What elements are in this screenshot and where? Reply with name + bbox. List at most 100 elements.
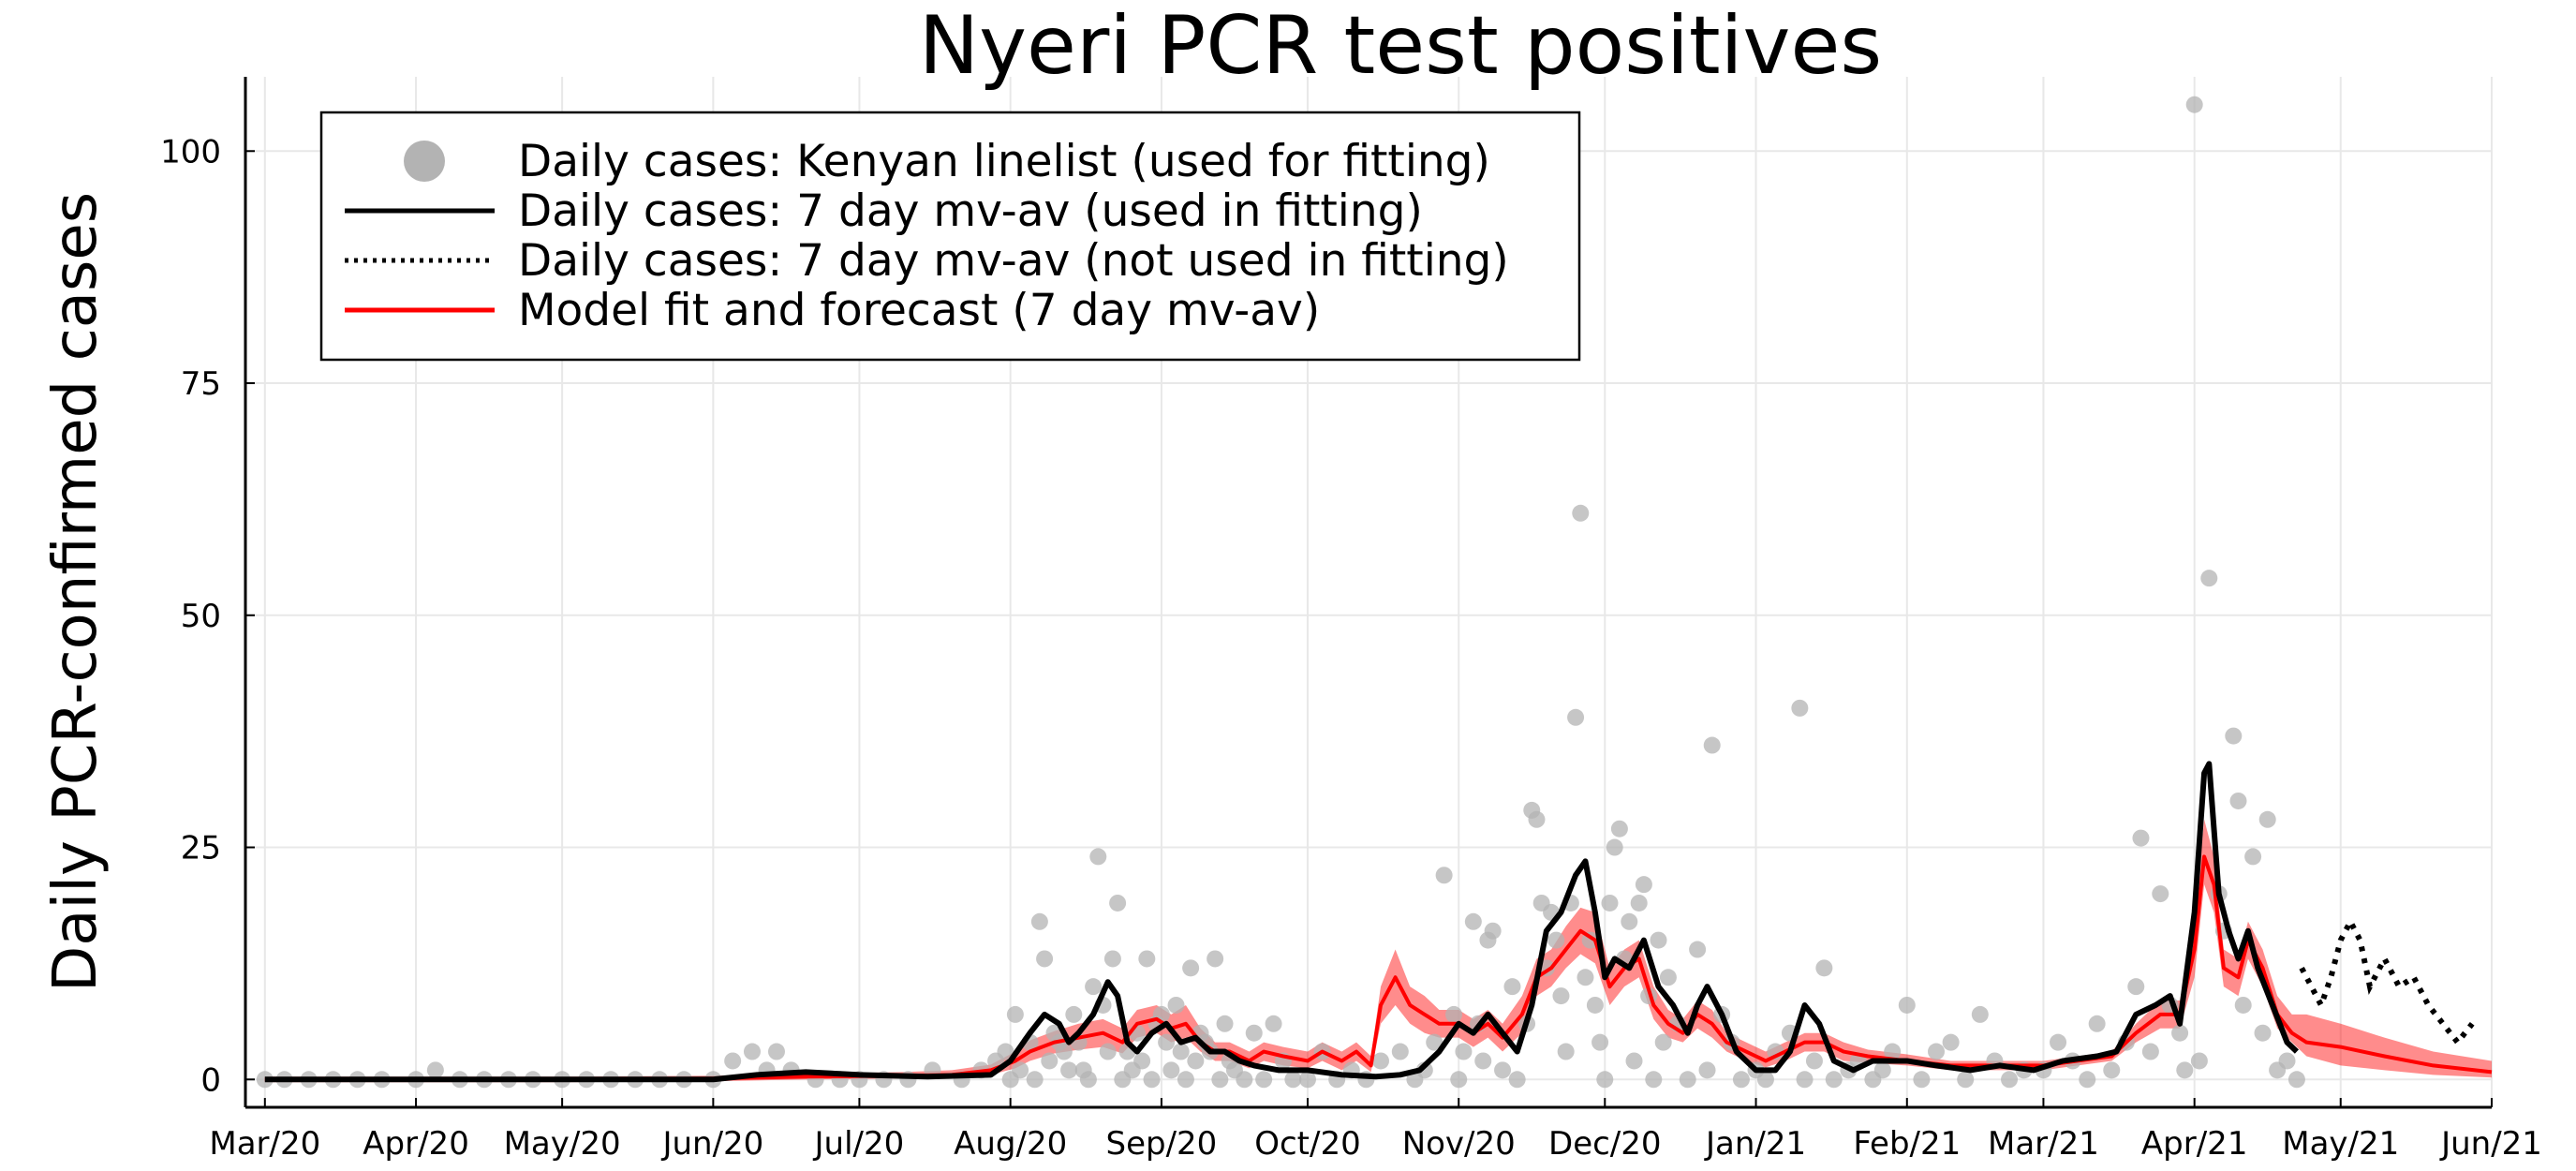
x-tick-label: Nov/20 xyxy=(1402,1125,1516,1163)
scatter-point xyxy=(1825,1071,1843,1089)
line-layer xyxy=(264,761,2493,1083)
scatter-point xyxy=(426,1061,444,1079)
x-tick-label: Feb/21 xyxy=(1853,1125,1961,1163)
tick-labels: Mar/20 Apr/20 May/20 Jun/20 Jul/20 Aug/20 Sep/… xyxy=(160,133,2542,1163)
scatter-point xyxy=(1971,1005,1989,1023)
scatter-point xyxy=(1645,1071,1663,1089)
scatter-point xyxy=(2176,1061,2194,1079)
model-band-layer xyxy=(264,819,2493,1083)
y-tick-label: 50 xyxy=(181,598,221,635)
legend-box xyxy=(319,111,1581,362)
scatter-point xyxy=(1635,876,1652,894)
y-tick-label: 0 xyxy=(200,1061,221,1099)
scatter-point xyxy=(1494,1061,1512,1079)
scatter-point xyxy=(1884,1043,1902,1060)
scatter-point xyxy=(1055,1043,1073,1060)
scatter-point xyxy=(1732,1071,1750,1089)
legend-label: Model fit and forecast (7 day mv-av) xyxy=(518,285,1320,336)
scatter-point xyxy=(2200,570,2218,587)
scatter-point xyxy=(2171,1024,2189,1042)
scatter-point xyxy=(2258,810,2276,828)
scatter-point xyxy=(2079,1071,2096,1089)
scatter-point xyxy=(1284,1071,1302,1089)
scatter-point xyxy=(1103,950,1121,968)
scatter-point xyxy=(1085,978,1103,996)
scatter-point xyxy=(1654,1033,1672,1051)
scatter-point xyxy=(1591,1033,1609,1051)
scatter-point xyxy=(2127,978,2145,996)
scatter-point xyxy=(1372,1052,1390,1070)
y-axis-label: Daily PCR-confirmed cases xyxy=(41,192,111,992)
scatter-point xyxy=(1689,941,1707,958)
scatter-point xyxy=(1557,1043,1575,1060)
scatter-point xyxy=(2103,1061,2121,1079)
x-tick-label: Apr/20 xyxy=(363,1125,469,1163)
legend-label: Daily cases: Kenyan linelist (used for f… xyxy=(518,136,1490,187)
scatter-point xyxy=(1143,1071,1161,1089)
scatter-point xyxy=(1756,1071,1774,1089)
scatter-point xyxy=(1913,1071,1931,1089)
legend-label: Daily cases: 7 day mv-av (not used in fi… xyxy=(518,235,1509,287)
scatter-point xyxy=(1791,699,1809,717)
scatter-point xyxy=(1625,1052,1643,1070)
scatter-point xyxy=(2287,1071,2305,1089)
scatter-point xyxy=(1298,1071,1316,1089)
scatter-point xyxy=(1596,1071,1614,1089)
scatter-point xyxy=(1873,1061,1891,1079)
x-tick-label: Jan/21 xyxy=(1704,1125,1806,1163)
y-tick-label: 100 xyxy=(160,133,221,170)
scatter-point xyxy=(1079,1071,1097,1089)
scatter-point xyxy=(1089,848,1107,866)
scatter-point xyxy=(2234,996,2252,1014)
legend-swatch-scatter xyxy=(404,141,445,182)
scatter-point xyxy=(1650,931,1667,949)
scatter-point xyxy=(1572,504,1590,522)
scatter-point xyxy=(1659,969,1677,986)
scatter-point xyxy=(1957,1071,1975,1089)
scatter-point xyxy=(1133,1052,1151,1070)
x-tick-label: Mar/21 xyxy=(1988,1125,2099,1163)
scatter-point xyxy=(1508,1071,1526,1089)
scatter-point xyxy=(2050,1033,2067,1051)
x-tick-label: Aug/20 xyxy=(954,1125,1067,1163)
scatter-point xyxy=(997,1043,1014,1060)
scatter-point xyxy=(1464,912,1482,930)
y-tick-label: 25 xyxy=(181,830,221,867)
scatter-point xyxy=(1245,1024,1263,1042)
scatter-point xyxy=(1942,1033,1960,1051)
scatter-point xyxy=(724,1052,742,1070)
scatter-point xyxy=(1207,950,1224,968)
scatter-point xyxy=(1158,1033,1176,1051)
scatter-point xyxy=(1265,1015,1282,1032)
x-tick-label: May/20 xyxy=(504,1125,621,1163)
x-tick-label: Oct/20 xyxy=(1254,1125,1361,1163)
scatter-point xyxy=(1435,867,1453,884)
scatter-point xyxy=(1450,1071,1468,1089)
scatter-point xyxy=(1187,1052,1205,1070)
scatter-point xyxy=(1216,1015,1234,1032)
scatter-point xyxy=(2185,96,2203,113)
mvav-fitting-line xyxy=(264,761,2299,1083)
scatter-point xyxy=(2229,792,2247,809)
scatter-point xyxy=(1547,931,1565,949)
scatter-point xyxy=(2190,1052,2208,1070)
scatter-point xyxy=(767,1043,785,1060)
scatter-point xyxy=(1898,996,1916,1014)
x-tick-label: May/21 xyxy=(2282,1125,2399,1163)
scatter-point xyxy=(2254,1024,2272,1042)
scatter-point xyxy=(1621,912,1638,930)
scatter-point xyxy=(1552,987,1570,1005)
scatter-point xyxy=(2278,1052,2296,1070)
scatter-point xyxy=(1630,894,1648,912)
mvav-not-fitting-line xyxy=(2299,915,2475,1047)
scatter-point xyxy=(1445,1005,1463,1023)
scatter-point xyxy=(1455,1043,1473,1060)
scatter-point xyxy=(1177,1071,1194,1089)
scatter-point xyxy=(1703,736,1721,754)
axes xyxy=(244,77,2492,1109)
scatter-point xyxy=(2141,1043,2159,1060)
scatter-point xyxy=(1610,820,1628,837)
chart-title: Nyeri PCR test positives xyxy=(919,0,1882,93)
x-tick-label: Apr/21 xyxy=(2141,1125,2248,1163)
